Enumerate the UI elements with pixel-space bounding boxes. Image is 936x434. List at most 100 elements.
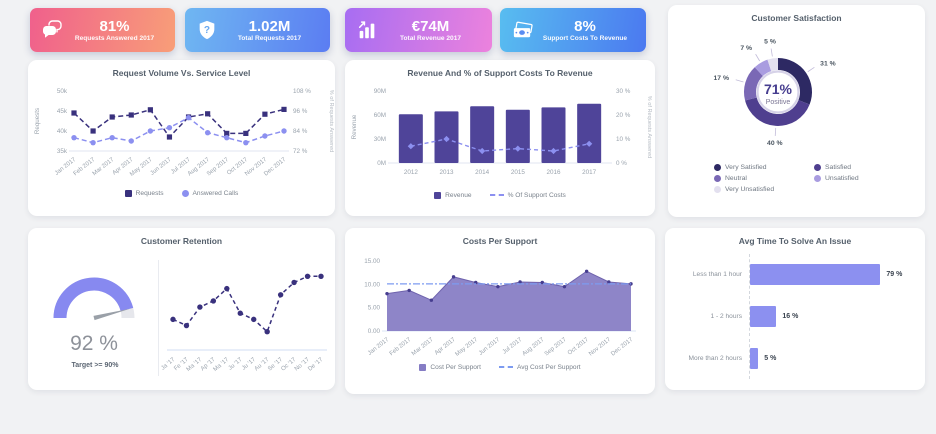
- legend-label: Satisfied: [825, 164, 852, 171]
- svg-text:Ma '17: Ma '17: [213, 357, 231, 373]
- legend-label: Avg Cost Per Support: [516, 363, 581, 371]
- request-volume-line-chart[interactable]: 35k 40k 45k 50k 72 % 84 % 96 % 108 % Requests % o…: [28, 81, 335, 185]
- chart-title: Avg Time To Solve An Issue: [738, 236, 852, 246]
- legend-marker: [714, 164, 721, 171]
- svg-text:2013: 2013: [439, 169, 454, 176]
- svg-text:2014: 2014: [475, 169, 490, 176]
- legend-label: % Of Support Costs: [507, 191, 566, 199]
- bar-growth-icon: [355, 18, 379, 42]
- hbar-bar[interactable]: [750, 305, 777, 327]
- legend-item[interactable]: Requests: [124, 189, 164, 197]
- avg-time-bar-chart[interactable]: Less than 1 hour 79 % 1 - 2 hours 16 % More …: [665, 249, 925, 390]
- legend-item-satisfied[interactable]: Satisfied: [814, 164, 900, 171]
- legend-marker: [714, 175, 721, 182]
- svg-text:Requests: Requests: [34, 108, 41, 134]
- svg-text:35k: 35k: [57, 148, 68, 155]
- legend-item-very-satisfied[interactable]: Very Satisfied: [714, 164, 814, 171]
- hbar-bar[interactable]: [750, 263, 881, 285]
- legend-marker: [124, 189, 132, 197]
- svg-text:0.00: 0.00: [368, 328, 381, 335]
- revenue-bar-chart[interactable]: 0M 30M 60M 90M 0 % 10 % 20 % 30 % Revenue % of Re…: [345, 81, 655, 187]
- legend-item-unsatisfied[interactable]: Unsatisfied: [814, 175, 900, 182]
- legend-item[interactable]: % Of Support Costs: [489, 191, 566, 199]
- kpi-card-total-requests: ? 1.02M Total Requests 2017: [185, 8, 330, 52]
- revenue-card: Revenue And % of Support Costs To Revenu…: [345, 60, 655, 216]
- chart-title: Request Volume Vs. Service Level: [112, 68, 251, 78]
- retention-gauge: 92 %: [53, 277, 135, 355]
- customer-retention-card: Customer Retention 92 % Target >= 90% Ja…: [28, 228, 335, 390]
- divider: [158, 260, 159, 376]
- customer-satisfaction-donut-chart[interactable]: 31 % 40 % 17 % 7 % 5 % 71% Positive: [668, 26, 925, 160]
- legend-marker: [714, 186, 721, 193]
- hbar-track: 79 %: [749, 254, 915, 295]
- chart-legend: Requests Answered Calls: [28, 185, 335, 201]
- svg-text:40k: 40k: [57, 128, 68, 135]
- svg-text:Jan 2017: Jan 2017: [367, 336, 391, 356]
- legend-item-very-unsatisfied[interactable]: Very Unsatisfied: [714, 186, 814, 193]
- chat-bubbles-icon: [40, 18, 64, 42]
- svg-text:40 %: 40 %: [767, 140, 783, 147]
- svg-text:2017: 2017: [582, 169, 597, 176]
- svg-text:96 %: 96 %: [293, 108, 308, 115]
- legend-label: Cost Per Support: [430, 363, 481, 371]
- svg-text:Jun 2017: Jun 2017: [150, 156, 174, 176]
- legend-marker: [434, 191, 442, 199]
- svg-text:Ju '17: Ju '17: [228, 357, 244, 372]
- svg-text:45k: 45k: [57, 108, 68, 115]
- legend-item[interactable]: Revenue: [434, 191, 472, 199]
- hbar-row: 1 - 2 hours 16 %: [671, 296, 915, 337]
- hbar-value-label: 5 %: [764, 355, 777, 363]
- legend-marker: [181, 189, 189, 197]
- legend-item-neutral[interactable]: Neutral: [714, 175, 814, 182]
- hbar-category-label: More than 2 hours: [688, 355, 742, 363]
- chart-title: Revenue And % of Support Costs To Revenu…: [407, 68, 593, 78]
- kpi-value: 1.02M: [248, 17, 291, 35]
- legend-label: Neutral: [725, 175, 747, 182]
- legend-marker: [498, 366, 513, 368]
- svg-text:2015: 2015: [511, 169, 526, 176]
- svg-text:Oct 2017: Oct 2017: [567, 336, 590, 356]
- kpi-label: Total Revenue 2017: [399, 34, 462, 42]
- legend-label: Revenue: [445, 191, 472, 199]
- svg-text:60M: 60M: [374, 112, 386, 119]
- svg-text:15.00: 15.00: [364, 258, 380, 265]
- legend-item[interactable]: Avg Cost Per Support: [498, 363, 581, 371]
- chart-title: Costs Per Support: [462, 236, 538, 246]
- svg-text:Jun 2017: Jun 2017: [478, 336, 502, 356]
- svg-text:84 %: 84 %: [293, 128, 308, 135]
- hbar-row: Less than 1 hour 79 %: [671, 254, 915, 295]
- chart-title: Customer Satisfaction: [751, 13, 842, 23]
- svg-text:90M: 90M: [374, 88, 386, 95]
- legend-marker: [489, 194, 504, 196]
- svg-text:0M: 0M: [377, 160, 386, 167]
- svg-text:71%: 71%: [764, 81, 793, 97]
- svg-text:20 %: 20 %: [616, 112, 631, 119]
- banknotes-icon: [510, 18, 534, 42]
- svg-text:17 %: 17 %: [714, 75, 730, 82]
- kpi-label: Total Requests 2017: [237, 34, 302, 42]
- svg-text:31 %: 31 %: [820, 60, 836, 67]
- svg-text:?: ?: [204, 25, 210, 36]
- svg-text:Dec 2017: Dec 2017: [610, 336, 634, 357]
- legend-label: Answered Calls: [192, 189, 239, 197]
- legend-item[interactable]: Cost Per Support: [419, 363, 481, 371]
- chart-legend: Revenue % Of Support Costs: [345, 187, 655, 203]
- kpi-label: Support Costs To Revenue: [542, 34, 628, 42]
- kpi-label: Requests Answered 2017: [74, 34, 155, 42]
- legend-item[interactable]: Answered Calls: [181, 189, 239, 197]
- hbar-category-label: Less than 1 hour: [692, 270, 742, 278]
- chart-legend: Cost Per Support Avg Cost Per Support: [345, 359, 655, 375]
- kpi-card-support-costs: 8% Support Costs To Revenue: [500, 8, 646, 52]
- hbar-bar[interactable]: [750, 348, 759, 370]
- svg-text:2012: 2012: [404, 169, 419, 176]
- gauge-target-label: Target >= 90%: [71, 362, 119, 369]
- legend-label: Requests: [135, 189, 164, 197]
- hbar-value-label: 79 %: [886, 270, 903, 278]
- svg-text:72 %: 72 %: [293, 148, 308, 155]
- kpi-value: 8%: [574, 17, 596, 35]
- svg-text:Positive: Positive: [766, 99, 791, 106]
- svg-text:7 %: 7 %: [740, 45, 752, 52]
- legend-label: Unsatisfied: [825, 175, 859, 182]
